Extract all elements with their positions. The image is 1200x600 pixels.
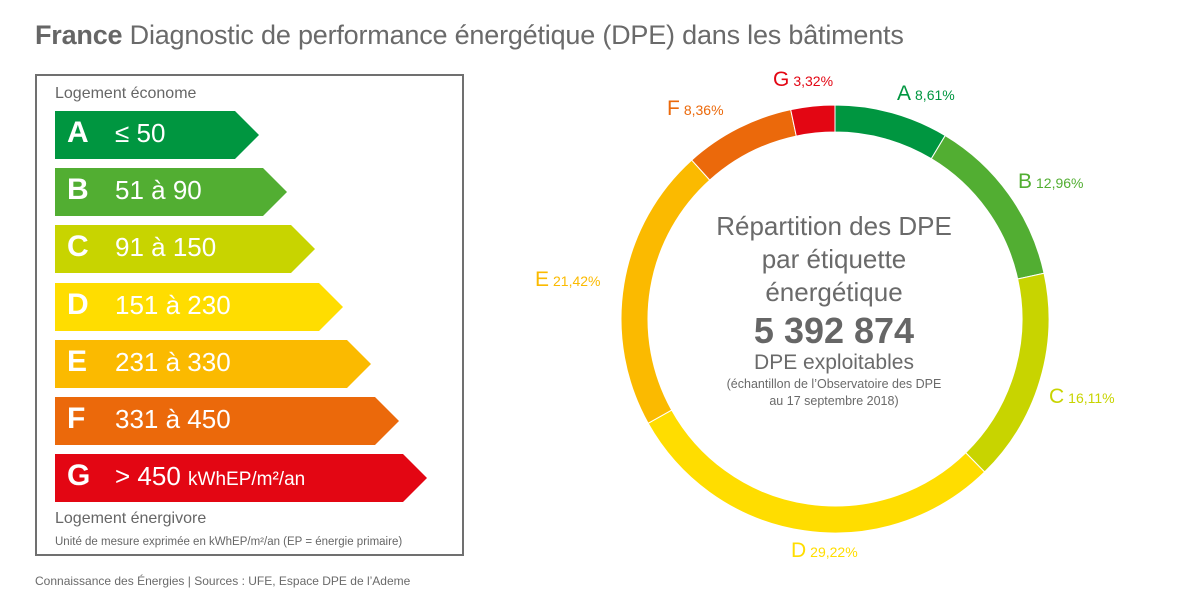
class-letter: G (67, 459, 91, 493)
donut-slice-g (790, 104, 836, 137)
class-range: 331 à 450 (115, 404, 231, 434)
scale-bar-g: G > 450 kWhEP/m²/an (55, 454, 427, 503)
total-label: DPE exploitables (754, 351, 914, 374)
donut-slice-d (647, 409, 986, 534)
class-range: 91 à 150 (115, 232, 217, 263)
scale-arrow-shape (55, 168, 287, 217)
center-title-line-3: énergétique (765, 277, 903, 307)
class-letter: E (67, 344, 88, 378)
title-text: Diagnostic de performance énergétique (D… (122, 20, 904, 50)
donut-center-text: Répartition des DPE par étiquette énergé… (684, 210, 984, 409)
center-title-line-1: Répartition des DPE (716, 211, 952, 241)
scale-arrow-shape (55, 339, 371, 388)
class-letter: C (67, 230, 89, 264)
energy-intensive-label: Logement énergivore (55, 510, 207, 527)
scale-bar-d: D 151 à 230 (55, 282, 343, 331)
scale-bar-c: C 91 à 150 (55, 225, 315, 274)
center-title-line-2: par étiquette (761, 244, 907, 274)
class-letter: B (67, 173, 89, 207)
class-range: > 450 kWhEP/m²/an (115, 461, 306, 492)
scale-arrow-shape (55, 282, 343, 331)
scale-bar-b: B 51 à 90 (55, 168, 287, 217)
energy-scale-panel: Logement économe A ≤ 50 B 51 à 90 C 91 à… (35, 74, 464, 556)
title-country: France (35, 20, 123, 50)
slice-label-c: C 16,11% (1049, 385, 1115, 408)
scale-arrow-shape (55, 454, 427, 503)
class-letter: D (67, 287, 89, 321)
donut-slice-a (834, 104, 946, 160)
scale-arrow-shape (55, 397, 399, 445)
total-count: 5 392 874 (753, 310, 915, 351)
class-range: 151 à 230 (115, 289, 231, 320)
class-letter: A (67, 116, 89, 149)
scale-bar-a: A ≤ 50 (55, 111, 259, 159)
efficient-label: Logement économe (55, 85, 197, 102)
scale-bar-f: F 331 à 450 (55, 397, 399, 445)
unit-note: Unité de mesure exprimée en kWhEP/m²/an … (55, 536, 403, 548)
source-footer: Connaissance des Énergies | Sources : UF… (35, 574, 411, 588)
slice-label-d: D 29,22% (791, 539, 858, 562)
scale-arrow-shape (55, 111, 259, 159)
slice-label-f: F 8,36% (667, 97, 724, 120)
class-range: 231 à 330 (115, 346, 231, 377)
sample-note-line-1: (échantillon de l’Observatoire des DPE (726, 377, 942, 391)
slice-label-e: E 21,42% (535, 268, 601, 291)
scale-bar-e: E 231 à 330 (55, 339, 371, 388)
slice-label-g: G 3,32% (773, 68, 834, 91)
page-title: France Diagnostic de performance énergét… (35, 20, 904, 51)
scale-arrow-shape (55, 225, 315, 274)
class-range: ≤ 50 (115, 118, 166, 148)
slice-label-b: B 12,96% (1018, 170, 1084, 193)
sample-note-line-2: au 17 septembre 2018) (769, 394, 899, 408)
class-range: 51 à 90 (115, 175, 202, 206)
class-letter: F (67, 402, 86, 435)
slice-label-a: A 8,61% (897, 82, 955, 105)
